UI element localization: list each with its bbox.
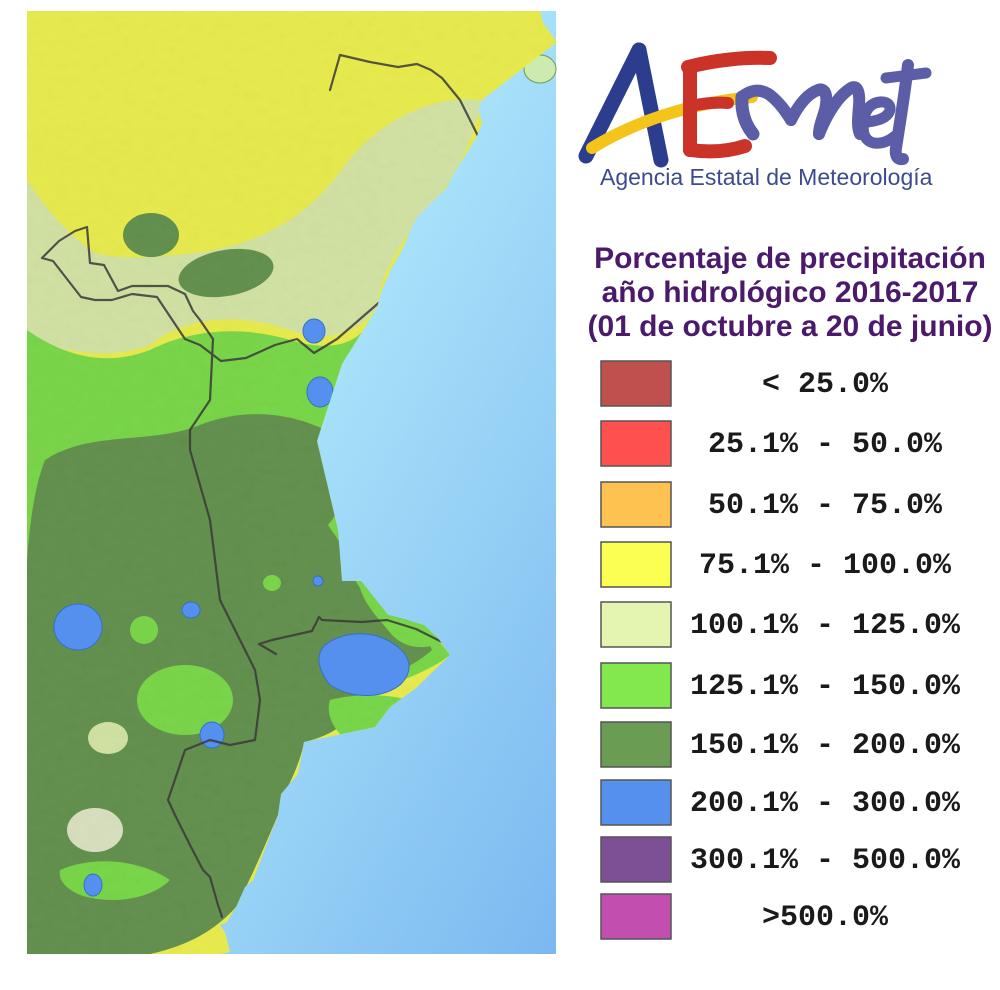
svg-text:50.1% - 75.0%: 50.1% - 75.0% [708,489,943,523]
svg-text:< 25.0%: < 25.0% [762,368,889,402]
svg-text:100.1% - 125.0%: 100.1% - 125.0% [690,609,961,643]
svg-text:>500.0%: >500.0% [762,901,889,935]
svg-text:125.1% - 150.0%: 125.1% - 150.0% [690,670,961,704]
svg-text:(01 de octubre a 20 de junio): (01 de octubre a 20 de junio) [587,310,992,343]
svg-text:Porcentaje de precipitación: Porcentaje de precipitación [594,242,986,275]
svg-text:200.1% - 300.0%: 200.1% - 300.0% [690,787,961,821]
svg-text:75.1% - 100.0%: 75.1% - 100.0% [699,549,952,583]
svg-text:Agencia Estatal de Meteorologí: Agencia Estatal de Meteorología [600,164,933,190]
svg-text:25.1% - 50.0%: 25.1% - 50.0% [708,428,943,462]
svg-text:año hidrológico 2016-2017: año hidrológico 2016-2017 [602,276,979,309]
svg-text:150.1% - 200.0%: 150.1% - 200.0% [690,729,961,763]
svg-text:300.1% - 500.0%: 300.1% - 500.0% [690,844,961,878]
